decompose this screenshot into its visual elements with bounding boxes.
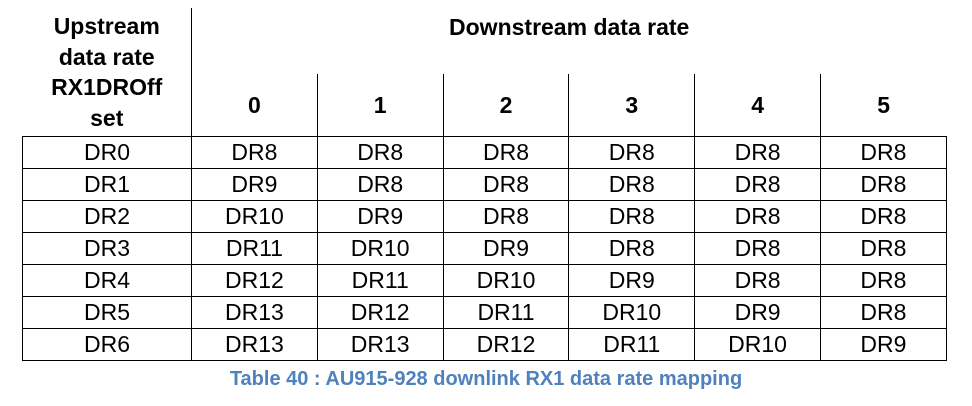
table-cell: DR12 — [316, 296, 444, 329]
table-cell: DR8 — [568, 168, 696, 201]
column-header: 3 — [568, 74, 695, 137]
table-cell: DR9 — [819, 328, 947, 361]
table-cell: DR10 — [694, 328, 821, 361]
table-cell: DR9 — [442, 232, 570, 265]
table-cell: DR8 — [694, 136, 821, 169]
table-body: DR0 DR8 DR8 DR8 DR8 DR8 DR8 DR1 DR9 DR8 DR8 DR8 DR8 D… — [22, 136, 947, 361]
data-rate-table: Upstream data rate RX1DROff set Downstre… — [22, 8, 947, 361]
table-caption: Table 40 : AU915-928 downlink RX1 data r… — [229, 368, 743, 390]
table-row: DR0 DR8 DR8 DR8 DR8 DR8 DR8 — [22, 136, 947, 169]
column-header: 5 — [819, 74, 947, 137]
table-cell: DR8 — [568, 232, 696, 265]
table-cell: DR10 — [316, 232, 444, 265]
table-cell: DR8 — [694, 232, 821, 265]
table-cell: DR8 — [694, 264, 821, 297]
table-row: DR6 DR13 DR13 DR12 DR11 DR10 DR9 — [22, 328, 947, 361]
table-cell: DR8 — [442, 136, 570, 169]
row-label: DR5 — [22, 296, 192, 329]
row-label: DR0 — [22, 136, 192, 169]
table-cell: DR10 — [191, 200, 318, 233]
row-label: DR2 — [22, 200, 192, 233]
table-cell: DR13 — [191, 296, 318, 329]
upstream-header-line: data rate — [58, 43, 155, 70]
table-cell: DR8 — [819, 136, 947, 169]
row-label: DR3 — [22, 232, 192, 265]
row-label: DR4 — [22, 264, 192, 297]
table-cell: DR8 — [442, 168, 570, 201]
column-header: 1 — [316, 74, 444, 137]
downstream-header: Downstream data rate — [449, 14, 690, 40]
table-cell: DR12 — [191, 264, 318, 297]
table-cell: DR13 — [316, 328, 444, 361]
table-cell: DR8 — [191, 136, 318, 169]
table-cell: DR9 — [694, 296, 821, 329]
table-cell: DR11 — [191, 232, 318, 265]
table-cell: DR11 — [568, 328, 696, 361]
upstream-header: Upstream data rate RX1DROff set — [22, 8, 192, 137]
column-header: 2 — [442, 74, 569, 137]
table-row: DR2 DR10 DR9 DR8 DR8 DR8 DR8 — [22, 200, 947, 233]
table-cell: DR8 — [694, 168, 821, 201]
table-cell: DR9 — [316, 200, 444, 233]
table-cell: DR8 — [819, 264, 947, 297]
row-label: DR6 — [22, 328, 192, 361]
table-cell: DR8 — [819, 168, 947, 201]
table-cell: DR8 — [442, 200, 570, 233]
upstream-header-line: set — [90, 104, 124, 131]
row-label: DR1 — [22, 168, 192, 201]
table-cell: DR11 — [316, 264, 444, 297]
table-cell: DR8 — [819, 200, 947, 233]
table-cell: DR8 — [568, 200, 696, 233]
table-cell: DR8 — [568, 136, 696, 169]
upstream-header-line: RX1DROff — [51, 74, 163, 100]
upstream-header-line: Upstream — [53, 13, 160, 39]
table-cell: DR12 — [442, 328, 570, 361]
table-row: DR1 DR9 DR8 DR8 DR8 DR8 DR8 — [22, 168, 947, 201]
table-cell: DR8 — [819, 296, 947, 329]
table-cell: DR11 — [442, 296, 570, 329]
table-cell: DR8 — [316, 136, 444, 169]
column-header: 4 — [694, 74, 821, 137]
table-row: DR5 DR13 DR12 DR11 DR10 DR9 DR8 — [22, 296, 947, 329]
table-row: DR3 DR11 DR10 DR9 DR8 DR8 DR8 — [22, 232, 947, 265]
table-row: DR4 DR12 DR11 DR10 DR9 DR8 DR8 — [22, 264, 947, 297]
table-cell: DR8 — [819, 232, 947, 265]
table-cell: DR8 — [316, 168, 444, 201]
table-cell: DR10 — [442, 264, 570, 297]
table-cell: DR9 — [568, 264, 696, 297]
table-cell: DR9 — [191, 168, 318, 201]
table-cell: DR13 — [191, 328, 318, 361]
column-header: 0 — [191, 74, 318, 137]
table-cell: DR10 — [568, 296, 696, 329]
table-cell: DR8 — [694, 200, 821, 233]
